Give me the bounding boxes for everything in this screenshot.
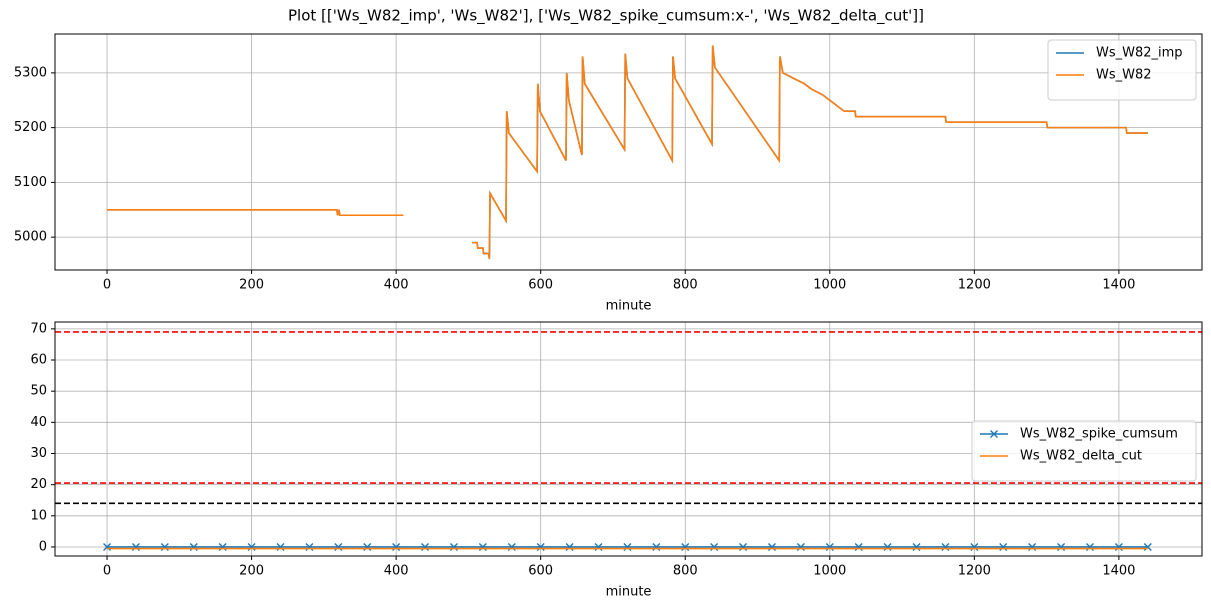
x-tick-label: 1200 — [958, 278, 991, 293]
x-tick-label: 1200 — [958, 564, 991, 579]
axes-frame — [54, 321, 1203, 557]
plot-area — [107, 45, 1148, 260]
axes-frame — [54, 33, 1203, 271]
x-tick-label: 800 — [673, 278, 698, 293]
y-tick-label: 60 — [30, 353, 47, 368]
legend-box — [971, 420, 1197, 482]
y-tick-label: 5100 — [14, 175, 47, 190]
y-tick-label: 5200 — [14, 120, 47, 135]
legend-label: Ws_W82_delta_cut — [1020, 449, 1142, 464]
x-tick-label: 0 — [103, 564, 111, 579]
y-tick-label: 5000 — [14, 230, 47, 245]
y-tick-label: 5300 — [14, 65, 47, 80]
legend-label: Ws_W82 — [1096, 68, 1152, 83]
x-tick-label: 0 — [103, 278, 111, 293]
y-tick-label: 20 — [30, 477, 47, 492]
y-tick-label: 10 — [30, 508, 47, 523]
x-tick-label: 400 — [384, 564, 409, 579]
x-axis-label: minute — [606, 299, 652, 314]
legend-marker — [990, 430, 998, 438]
x-tick-label: 1000 — [813, 278, 846, 293]
figure-title: Plot [['Ws_W82_imp', 'Ws_W82'], ['Ws_W82… — [288, 7, 924, 26]
x-tick-label: 200 — [239, 564, 264, 579]
x-tick-label: 400 — [384, 278, 409, 293]
legend-box — [1047, 39, 1197, 101]
y-tick-label: 0 — [39, 539, 47, 554]
x-tick-label: 800 — [673, 564, 698, 579]
x-tick-label: 600 — [528, 278, 553, 293]
y-tick-label: 30 — [30, 446, 47, 461]
legend-label: Ws_W82_spike_cumsum — [1020, 427, 1178, 442]
x-tick-label: 1400 — [1102, 564, 1135, 579]
y-tick-label: 50 — [30, 384, 47, 399]
legend-label: Ws_W82_imp — [1096, 46, 1183, 61]
series-line — [107, 45, 1148, 260]
plot-area — [55, 331, 1202, 551]
x-tick-label: 1000 — [813, 564, 846, 579]
y-tick-label: 40 — [30, 415, 47, 430]
x-axis-label: minute — [606, 585, 652, 600]
x-tick-label: 600 — [528, 564, 553, 579]
x-tick-label: 200 — [239, 278, 264, 293]
y-tick-label: 70 — [30, 321, 47, 336]
x-tick-label: 1400 — [1102, 278, 1135, 293]
